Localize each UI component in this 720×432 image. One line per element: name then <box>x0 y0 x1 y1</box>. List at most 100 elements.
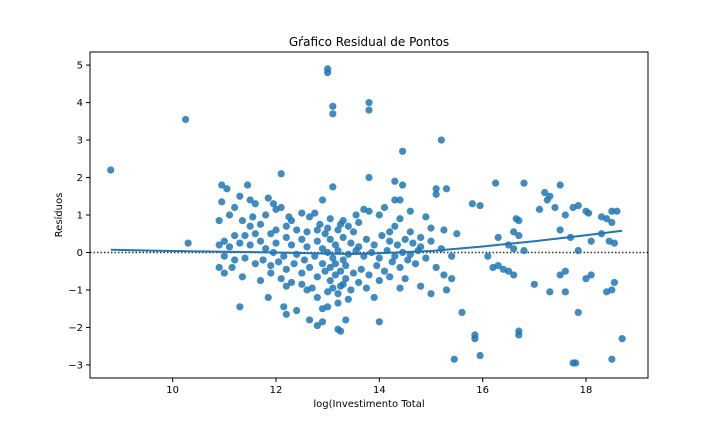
data-point <box>215 241 223 249</box>
data-point <box>398 147 407 155</box>
data-point <box>220 269 228 277</box>
data-point <box>453 230 461 238</box>
data-point <box>282 222 290 230</box>
data-point <box>290 260 298 268</box>
data-point <box>432 190 440 198</box>
data-point <box>406 228 414 236</box>
y-tick-label: 4 <box>77 98 83 109</box>
data-point <box>318 260 327 268</box>
data-point <box>535 205 544 213</box>
data-point <box>396 284 404 292</box>
data-point <box>259 256 267 264</box>
data-point <box>324 224 332 232</box>
data-point <box>329 110 337 118</box>
data-point <box>282 265 290 273</box>
data-point <box>391 252 399 260</box>
data-point <box>613 207 621 215</box>
data-point <box>440 271 448 279</box>
data-point <box>391 196 399 204</box>
data-point <box>357 265 365 273</box>
data-point <box>574 308 582 317</box>
data-point <box>264 194 272 202</box>
data-point <box>608 218 616 227</box>
data-point <box>282 310 290 318</box>
data-point <box>386 228 394 236</box>
y-tick-label: 5 <box>77 61 83 72</box>
data-point <box>543 196 551 204</box>
data-point <box>401 235 409 243</box>
data-point <box>401 275 409 283</box>
data-point <box>334 290 342 298</box>
y-tick-label: 1 <box>77 211 83 222</box>
data-point <box>476 202 484 210</box>
data-point <box>344 295 352 303</box>
data-point <box>494 261 502 270</box>
data-point <box>267 261 275 270</box>
data-point <box>582 207 590 215</box>
data-point <box>375 211 383 219</box>
data-point <box>293 226 301 234</box>
data-point <box>215 263 223 272</box>
data-point <box>293 250 301 258</box>
data-point <box>510 228 518 236</box>
x-tick-label: 18 <box>580 385 593 396</box>
data-point <box>326 215 334 223</box>
data-point <box>587 271 595 279</box>
data-point <box>264 293 272 302</box>
data-point <box>396 215 404 223</box>
data-point <box>324 69 332 77</box>
data-point <box>448 275 456 283</box>
data-point <box>556 181 564 189</box>
data-point <box>313 237 321 245</box>
data-point <box>417 282 425 290</box>
data-point <box>313 293 321 302</box>
data-point <box>311 252 319 260</box>
data-point <box>608 207 616 215</box>
data-point <box>468 200 476 208</box>
data-point <box>551 203 559 212</box>
data-point <box>272 226 280 234</box>
data-point <box>471 335 479 343</box>
data-point <box>218 181 226 189</box>
data-point <box>597 213 606 221</box>
data-point <box>610 278 619 287</box>
data-point <box>362 235 371 243</box>
data-point <box>375 254 383 262</box>
data-point <box>272 239 280 247</box>
data-point <box>574 246 582 255</box>
data-point <box>231 232 239 240</box>
data-point <box>448 252 456 260</box>
data-point <box>432 263 440 272</box>
data-point <box>352 246 360 255</box>
data-point <box>370 293 378 302</box>
data-point <box>334 226 342 234</box>
data-point <box>316 220 324 228</box>
data-point <box>305 263 314 272</box>
data-point <box>393 241 402 249</box>
data-point <box>450 355 458 363</box>
data-point <box>362 284 371 292</box>
data-point <box>370 241 378 249</box>
y-tick-label: 0 <box>77 248 83 259</box>
data-point <box>228 263 236 272</box>
data-point <box>582 275 590 283</box>
data-point <box>298 269 306 277</box>
data-point <box>491 179 500 187</box>
data-point <box>375 318 383 326</box>
data-point <box>378 232 386 240</box>
data-point <box>404 256 412 264</box>
data-point <box>262 245 270 253</box>
y-tick-label: −2 <box>68 323 83 334</box>
data-point <box>352 211 360 219</box>
data-point <box>520 246 528 255</box>
data-point <box>427 237 435 245</box>
data-point <box>321 267 329 275</box>
data-point <box>241 232 249 240</box>
data-point <box>391 222 399 230</box>
data-point <box>334 246 342 255</box>
y-tick-label: 2 <box>77 173 83 184</box>
data-point <box>324 288 332 296</box>
data-point <box>530 280 538 288</box>
data-point <box>331 271 340 279</box>
data-point <box>256 220 265 228</box>
